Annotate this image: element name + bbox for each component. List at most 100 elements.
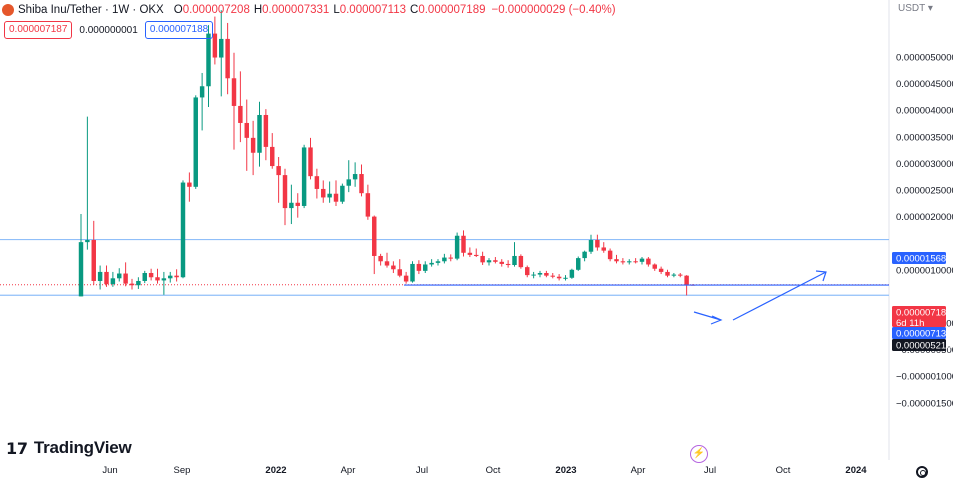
y-tick-label: 0.0000020000 xyxy=(896,212,953,223)
candle-body xyxy=(499,261,504,264)
candle-body xyxy=(346,179,351,186)
candle-body xyxy=(250,137,256,153)
candle-body xyxy=(601,247,606,251)
candle-body xyxy=(263,114,269,147)
candle-body xyxy=(142,272,147,281)
candle-body xyxy=(308,147,313,177)
candle-body xyxy=(435,261,441,263)
candle-body xyxy=(238,105,243,123)
high-value: 0.000007331 xyxy=(262,4,330,16)
arrow-down-segment[interactable] xyxy=(693,311,722,321)
watermark-text: TradingView xyxy=(33,438,132,457)
candle-body xyxy=(295,202,300,206)
candle-body xyxy=(199,86,205,98)
y-tick-label: 0.0000010000 xyxy=(896,265,953,276)
svg-text:0.000005215: 0.000005215 xyxy=(896,341,951,352)
candle-body xyxy=(91,240,96,281)
candle-body xyxy=(314,176,320,189)
currency-label: USDT xyxy=(898,3,926,14)
candle-body xyxy=(658,268,664,272)
drawings xyxy=(404,270,889,325)
candle-body xyxy=(78,242,84,297)
candle-body xyxy=(301,147,307,206)
candle-body xyxy=(174,275,179,278)
candle-body xyxy=(206,33,211,87)
low-value: 0.000007113 xyxy=(339,4,407,16)
x-tick-label: Oct xyxy=(486,465,501,476)
x-tick-label: Apr xyxy=(631,465,646,476)
candle-body xyxy=(397,269,402,276)
candle-body xyxy=(403,275,409,282)
candle-body xyxy=(117,273,122,279)
gear-icon[interactable] xyxy=(916,466,928,478)
candle-body xyxy=(257,114,262,153)
candle-body xyxy=(276,166,281,176)
candle-body xyxy=(550,275,555,277)
arrow-head-icon xyxy=(815,270,827,282)
y-tick-label: −0.0000015000 xyxy=(896,398,953,409)
candle-body xyxy=(671,274,677,276)
candle-body xyxy=(652,264,657,269)
candle-body xyxy=(505,263,511,266)
candle-body xyxy=(129,283,135,286)
candle-body xyxy=(219,38,224,58)
candle-body xyxy=(148,272,154,278)
x-tick-label: 2024 xyxy=(845,465,867,476)
tradingview-logo-icon: 𝟭𝟳 xyxy=(6,438,28,458)
y-tick-label: 0.0000050000 xyxy=(896,53,953,64)
candle-body xyxy=(282,175,288,209)
arrow-head-icon xyxy=(710,315,723,325)
candle-body xyxy=(474,254,479,256)
lightning-icon[interactable]: ⚡ xyxy=(690,445,708,463)
candle-body xyxy=(378,255,383,262)
candle-body xyxy=(614,259,619,262)
line-price-tag: 0.000007130 xyxy=(892,327,951,340)
buy-price-button[interactable]: 0.000007188 xyxy=(144,21,214,39)
candle-body xyxy=(588,240,594,252)
x-tick-label: Jul xyxy=(416,465,428,476)
change-value: −0.000000029 (−0.40%) xyxy=(491,4,616,16)
candle-body xyxy=(582,251,587,259)
x-tick-label: Jun xyxy=(102,465,117,476)
open-label: O xyxy=(173,4,183,16)
time-axis[interactable]: Jun Sep 2022 Apr Jul Oct 2023 Apr Jul Oct 2024 xyxy=(102,465,867,476)
candle-body xyxy=(161,278,167,281)
candle-body xyxy=(340,185,345,202)
y-tick-label: −0.0000010000 xyxy=(896,372,953,383)
tradingview-watermark: 𝟭𝟳 TradingView xyxy=(6,438,132,458)
currency-selector[interactable]: USDT ▾ xyxy=(898,3,933,14)
open-value: 0.000007208 xyxy=(182,4,250,16)
candle-body xyxy=(595,240,600,248)
candle-body xyxy=(244,122,249,138)
candle-body xyxy=(467,252,473,255)
candle-body xyxy=(416,263,422,271)
candlestick-series xyxy=(78,10,696,297)
candle-body xyxy=(168,275,173,279)
price-axis[interactable]: 0.0000050000 0.0000045000 0.0000040000 0.00… xyxy=(896,53,953,410)
arrow-up-segment[interactable] xyxy=(732,271,827,321)
candle-body xyxy=(556,276,562,279)
x-tick-label: Jul xyxy=(704,465,716,476)
y-tick-label: 0.0000040000 xyxy=(896,106,953,117)
candle-body xyxy=(372,216,377,256)
high-label: H xyxy=(253,4,263,16)
symbol-title[interactable]: Shiba Inu/Tether · 1W · OKX xyxy=(18,4,164,16)
x-tick-label: Apr xyxy=(341,465,356,476)
candle-body xyxy=(454,235,460,259)
x-tick-label: Oct xyxy=(776,465,791,476)
spread-value: 0.000000001 xyxy=(79,24,138,36)
candle-body xyxy=(639,258,645,262)
x-tick-label: Sep xyxy=(174,465,191,476)
close-value: 0.000007189 xyxy=(418,4,486,16)
candle-body xyxy=(525,267,530,276)
candle-body xyxy=(123,273,128,284)
candle-body xyxy=(531,274,536,276)
candle-body xyxy=(187,182,192,187)
y-tick-label: 0.0000045000 xyxy=(896,79,953,90)
candle-body xyxy=(429,262,434,265)
candle-body xyxy=(493,260,498,262)
sell-price-button[interactable]: 0.000007187 xyxy=(4,21,73,39)
